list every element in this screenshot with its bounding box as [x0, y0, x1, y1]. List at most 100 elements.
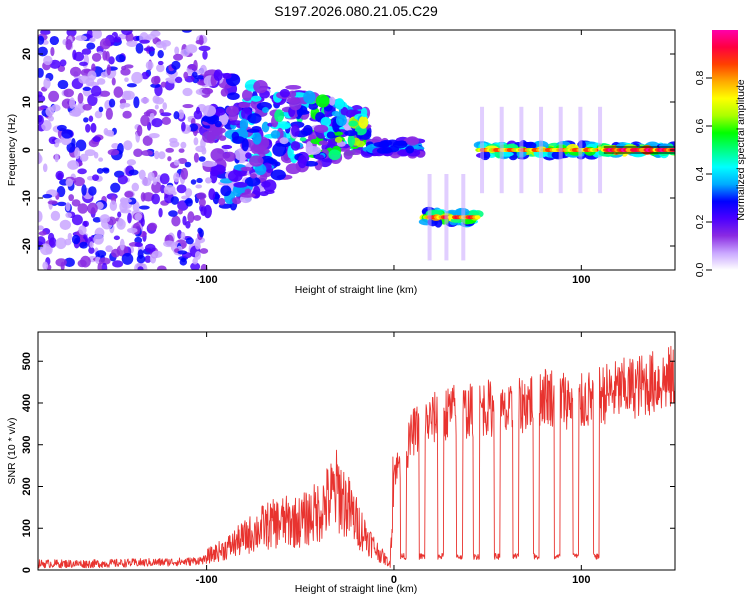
spectrogram-cell [199, 248, 209, 254]
spectrogram-cell [100, 71, 108, 78]
spectrogram-cell [141, 71, 150, 80]
spectrogram-cell [151, 76, 161, 85]
spectrogram-cell [91, 52, 102, 62]
spectrogram-cell [119, 238, 125, 251]
spectrogram-cell [188, 123, 199, 132]
spectrogram-cell [138, 169, 146, 180]
snr-panel: -100 0 100 0 100 200 300 400 500 Height of strai… [6, 331, 676, 595]
spectrogram-cell [185, 188, 193, 198]
spectrogram-cell [71, 234, 81, 245]
spectrogram-streak [444, 174, 449, 261]
spectrogram-cell [80, 255, 91, 268]
spectrogram-cell [157, 50, 164, 59]
spectrogram-cell [194, 239, 201, 250]
spectrogram-cell [148, 133, 160, 139]
spectrogram-cell [87, 202, 98, 215]
spectrogram-cell [181, 30, 193, 33]
spectrogram-cell [38, 35, 45, 45]
spectrogram-cell [181, 121, 186, 132]
spectrogram-cell [55, 170, 65, 181]
spectrogram-cell [328, 96, 336, 106]
spectrogram-cell [108, 56, 115, 65]
colorbar-label: Normalized spectral amplitude [735, 79, 747, 220]
spectrogram-cell [173, 159, 180, 166]
spectrogram-cell [136, 124, 143, 137]
spectrogram-ytick-label: 0 [21, 147, 33, 153]
spectrogram-cell [161, 116, 171, 125]
spectrogram-cell [196, 192, 207, 200]
spectrogram-cell [232, 197, 242, 205]
spectrogram-cell [65, 212, 72, 218]
spectrogram-cell [98, 257, 111, 265]
spectrogram-cell [102, 50, 108, 61]
spectrogram-cell [213, 69, 223, 81]
spectrogram-cell [222, 72, 232, 80]
spectrogram-cell [270, 169, 286, 181]
chart-title: S197.2026.080.21.05.C29 [274, 3, 438, 19]
spectrogram-streak [539, 106, 544, 194]
spectrogram-cell [140, 217, 145, 227]
spectrogram-cell [42, 261, 49, 270]
spectrogram-cell [117, 217, 124, 227]
spectrogram-cell [99, 214, 111, 224]
spectrogram-cell [83, 220, 89, 227]
spectrogram-cell [73, 176, 85, 187]
spectrogram-cell [144, 243, 156, 253]
spectrogram-cell [101, 262, 108, 270]
spectrogram-cell [250, 95, 262, 102]
spectrogram-cell [328, 149, 341, 161]
spectrogram-cell [138, 205, 150, 210]
spectrogram-cell [63, 88, 74, 98]
spectrogram-cell [244, 188, 252, 194]
spectrogram-cell [43, 77, 51, 89]
spectrogram-cell [55, 237, 67, 250]
spectrogram-cell [253, 79, 268, 94]
spectrogram-cell [156, 63, 165, 73]
colorbar-tick-label: 0.0 [694, 263, 706, 278]
spectrogram-cell [108, 98, 116, 108]
spectrogram-cell [131, 182, 140, 192]
spectrogram-cell [344, 130, 358, 137]
spectrogram-cell [180, 167, 189, 180]
spectrogram-cell [133, 96, 140, 109]
spectrogram-cell [75, 35, 88, 42]
spectrogram-cell [93, 233, 104, 245]
spectrogram-cell [122, 110, 132, 119]
spectrogram-cell [120, 68, 131, 76]
spectrogram-cell [239, 118, 249, 131]
spectrogram-cell [331, 110, 341, 117]
spectrogram-ylabel: Frequency (Hz) [6, 114, 18, 186]
spectrogram-streak [461, 174, 466, 261]
spectrogram-cell [326, 131, 336, 139]
spectrogram-cell [123, 90, 135, 100]
spectrogram-cell [79, 153, 89, 162]
spectrogram-cell [142, 135, 153, 146]
spectrogram-cell [279, 88, 290, 98]
spectrogram-cell [54, 138, 62, 144]
spectrogram-cell [105, 245, 113, 253]
spectrogram-cell [65, 178, 74, 187]
spectrogram-cell [405, 145, 415, 154]
spectrogram-ytick-label: -20 [21, 238, 33, 254]
spectrogram-cell [82, 86, 92, 91]
spectrogram-cell [658, 143, 671, 150]
spectrogram-streak [499, 106, 504, 194]
spectrogram-cell [195, 106, 201, 115]
spectrogram-cell [156, 265, 167, 270]
spectrogram-cell [88, 115, 94, 122]
spectrogram-cell [134, 212, 142, 221]
spectrogram-cell [81, 184, 87, 196]
spectrogram-cell [49, 35, 60, 46]
spectrogram-cell [165, 147, 174, 153]
spectrogram-cell [141, 177, 152, 187]
spectrogram-cell [124, 191, 134, 198]
spectrogram-cell [134, 242, 143, 248]
spectrogram-cell [78, 75, 90, 84]
spectrogram-cell [89, 37, 96, 42]
spectrogram-cell [42, 194, 53, 199]
spectrogram-cell [61, 129, 73, 139]
spectrogram-cell [89, 241, 94, 249]
spectrogram-cell [83, 117, 89, 123]
spectrogram-cell [220, 88, 229, 97]
spectrogram-cell [54, 153, 59, 163]
